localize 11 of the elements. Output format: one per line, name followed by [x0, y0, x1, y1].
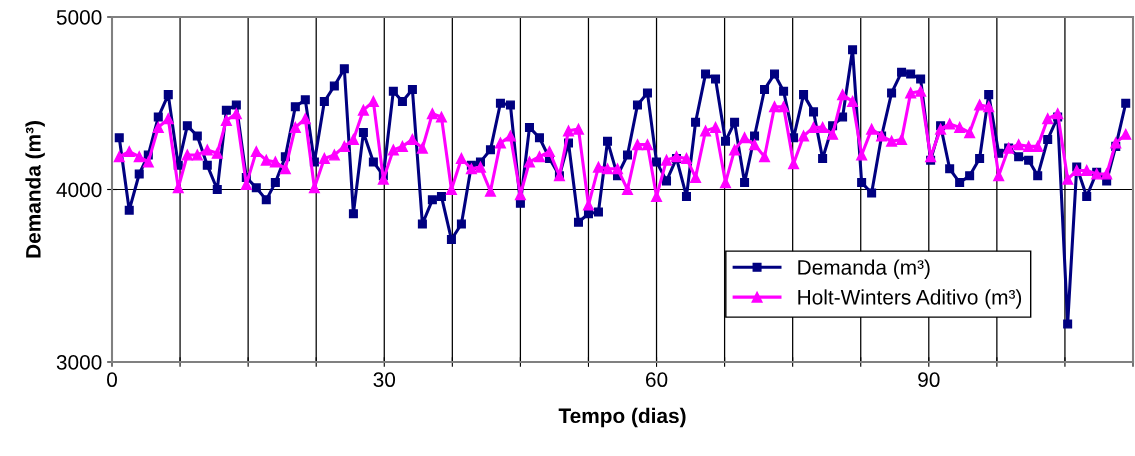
- legend-label: Demanda (m³): [798, 259, 930, 279]
- x-tick-label: 30: [373, 372, 396, 388]
- y-axis-title: Demanda (m³): [25, 121, 45, 258]
- x-tick-label: 0: [107, 372, 117, 388]
- x-tick-label: 90: [918, 372, 940, 388]
- y-tick-label: 4000: [56, 182, 102, 198]
- y-tick-label: 3000: [56, 355, 102, 370]
- y-tick-label: 5000: [56, 10, 102, 25]
- legend-label: Holt-Winters Aditivo (m³): [798, 289, 1022, 309]
- x-tick-label: 60: [646, 372, 668, 388]
- x-axis-title: Tempo (dias): [558, 407, 686, 428]
